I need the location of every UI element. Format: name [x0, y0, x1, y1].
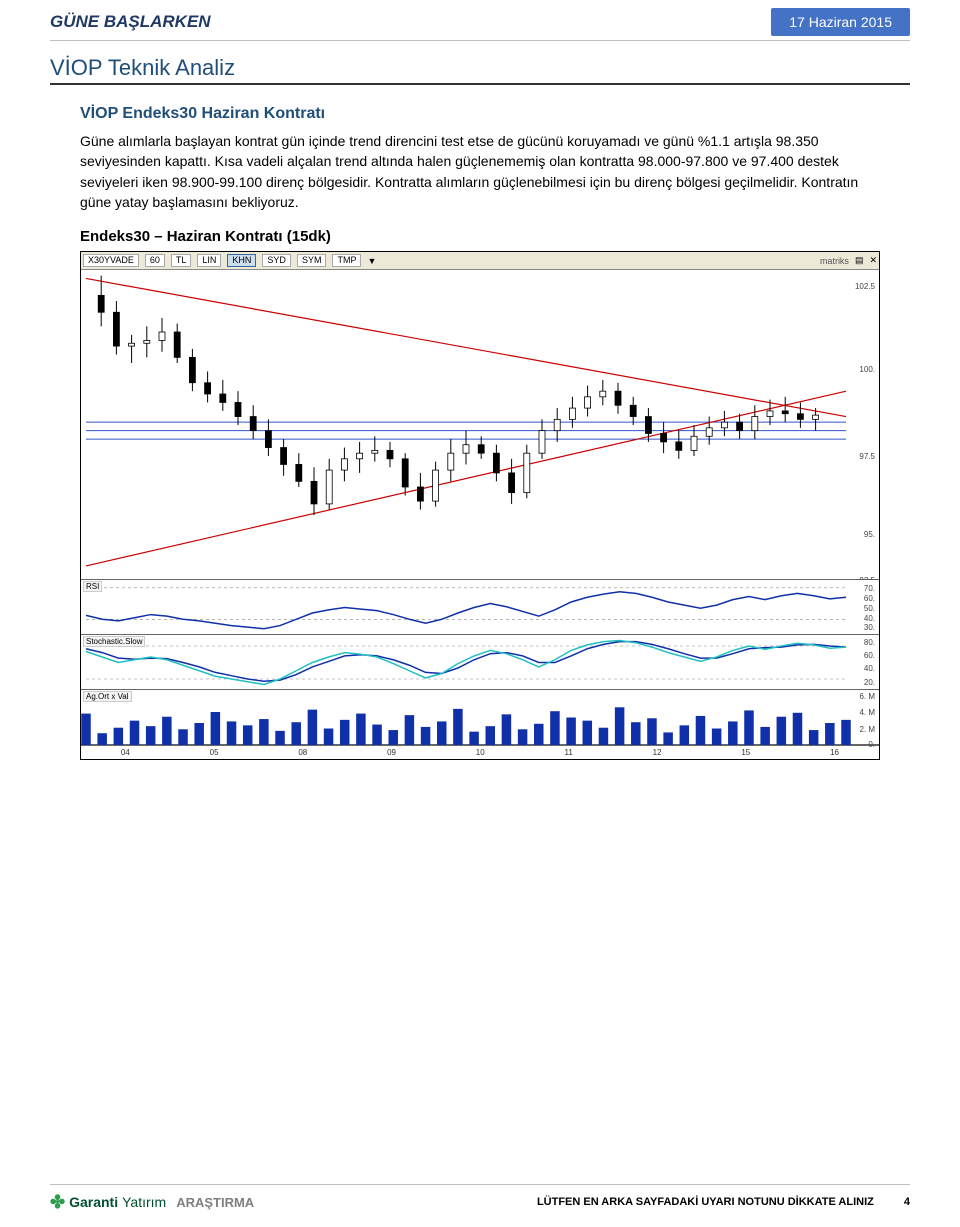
header-left: GÜNE BAŞLARKEN	[50, 12, 211, 32]
tb-close-icon[interactable]: ✕	[869, 255, 877, 266]
x-axis: 04 05 08 09 10 11 12 15 16	[81, 745, 879, 759]
tb-ind1[interactable]: KHN	[227, 254, 256, 267]
section-title: VİOP Teknik Analiz	[50, 55, 910, 81]
x-tick-label: 05	[210, 748, 219, 757]
logo: ✤ Garanti Yatırım	[50, 1193, 166, 1211]
vol-y-axis: 6. M4. M2. M0.	[847, 690, 877, 744]
footer-right: LÜTFEN EN ARKA SAYFADAKİ UYARI NOTUNU Dİ…	[537, 1196, 910, 1208]
tb-config-icon[interactable]: ▤	[855, 255, 864, 266]
x-tick-label: 04	[121, 748, 130, 757]
page-footer: ✤ Garanti Yatırım ARAŞTIRMA LÜTFEN EN AR…	[50, 1184, 910, 1211]
x-tick-label: 16	[830, 748, 839, 757]
price-chart	[81, 270, 881, 580]
rsi-panel: RSI 70.60.50.40.30.	[81, 580, 879, 635]
sub-title: VİOP Endeks30 Haziran Kontratı	[80, 105, 880, 123]
tb-brand: matriks	[820, 256, 849, 266]
content-block: VİOP Endeks30 Haziran Kontratı Güne alım…	[80, 105, 880, 760]
logo-sub: Yatırım	[122, 1194, 166, 1210]
tb-ind2[interactable]: SYD	[262, 254, 291, 267]
volume-panel: Ag.Ort x Val 6. M4. M2. M0.	[81, 690, 879, 745]
x-tick-label: 12	[653, 748, 662, 757]
section-rule	[50, 83, 910, 85]
footer-notice: LÜTFEN EN ARKA SAYFADAKİ UYARI NOTUNU Dİ…	[537, 1196, 874, 1208]
tb-period[interactable]: 60	[145, 254, 165, 267]
page-header: GÜNE BAŞLARKEN 17 Haziran 2015	[0, 0, 960, 40]
stoch-y-axis: 80.60.40.20.	[847, 635, 877, 689]
header-date-badge: 17 Haziran 2015	[771, 8, 910, 36]
tb-currency[interactable]: TL	[171, 254, 192, 267]
stoch-panel: Stochastic.Slow 80.60.40.20.	[81, 635, 879, 690]
rsi-y-axis: 70.60.50.40.30.	[847, 580, 877, 634]
header-rule	[50, 40, 910, 41]
clover-icon: ✤	[50, 1193, 65, 1211]
footer-left: ✤ Garanti Yatırım ARAŞTIRMA	[50, 1193, 254, 1211]
rsi-chart	[81, 580, 881, 635]
page-number: 4	[904, 1196, 910, 1208]
rsi-label: RSI	[83, 581, 102, 592]
price-panel: 102.5100.97.595.92.5	[81, 270, 879, 580]
tb-ind3[interactable]: SYM	[297, 254, 327, 267]
tb-ind4[interactable]: TMP	[332, 254, 361, 267]
tb-type[interactable]: LIN	[197, 254, 221, 267]
chart-toolbar: X30YVADE 60 TL LIN KHN SYD SYM TMP ▼ mat…	[81, 252, 879, 270]
chart-container: X30YVADE 60 TL LIN KHN SYD SYM TMP ▼ mat…	[80, 251, 880, 760]
logo-brand: Garanti	[69, 1194, 118, 1210]
x-tick-label: 15	[741, 748, 750, 757]
tb-dropdown-icon[interactable]: ▼	[367, 256, 376, 266]
vol-label: Ag.Ort x Val	[83, 691, 132, 702]
footer-research: ARAŞTIRMA	[176, 1195, 254, 1210]
volume-chart	[81, 690, 881, 745]
x-tick-label: 08	[298, 748, 307, 757]
stoch-label: Stochastic.Slow	[83, 636, 145, 647]
body-text: Güne alımlarla başlayan kontrat gün için…	[80, 131, 880, 212]
x-tick-label: 11	[565, 748, 573, 757]
chart-title: Endeks30 – Haziran Kontratı (15dk)	[80, 228, 880, 245]
price-y-axis: 102.5100.97.595.92.5	[847, 270, 877, 579]
x-tick-label: 09	[387, 748, 396, 757]
tb-symbol[interactable]: X30YVADE	[83, 254, 139, 267]
stoch-chart	[81, 635, 881, 690]
x-tick-label: 10	[476, 748, 485, 757]
